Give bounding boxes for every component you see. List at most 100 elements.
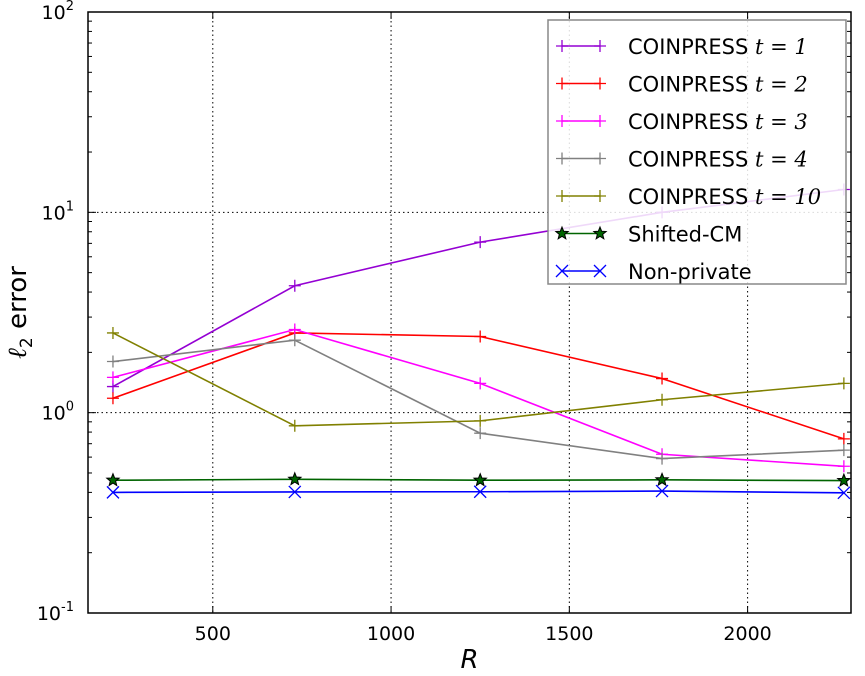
plus-marker <box>106 371 119 384</box>
plus-marker <box>594 40 606 52</box>
svg-text:ℓ2 error: ℓ2 error <box>3 266 37 359</box>
plus-marker <box>288 279 301 292</box>
star-marker <box>472 472 488 487</box>
legend-label: Non-private <box>628 260 752 284</box>
plus-marker <box>474 330 487 343</box>
legend-series-name: COINPRESS <box>628 110 748 134</box>
plus-marker <box>556 190 568 202</box>
plus-marker <box>594 77 606 90</box>
legend-label: COINPRESS t = 1 <box>628 35 808 59</box>
y-tick-exponent: 0 <box>66 400 74 415</box>
legend-label: COINPRESS t = 4 <box>628 148 808 172</box>
legend-series-name: COINPRESS <box>628 35 748 59</box>
plus-marker <box>474 377 487 390</box>
series-line <box>112 339 844 460</box>
y-tick-exponent: 1 <box>66 199 74 214</box>
series-6 <box>105 471 852 487</box>
legend-series-name: Shifted-CM <box>628 223 742 247</box>
plus-marker <box>656 452 669 465</box>
series-line <box>112 328 844 468</box>
plus-marker <box>656 372 669 385</box>
x-marker <box>593 264 607 278</box>
legend-item: COINPRESS t = 1 <box>556 35 808 59</box>
x-marker <box>655 484 669 498</box>
plus-marker <box>594 152 606 165</box>
plus-marker <box>288 419 301 432</box>
plus-marker <box>474 414 487 427</box>
legend-item: Shifted-CM <box>554 223 742 247</box>
plus-marker <box>837 460 850 473</box>
y-axis-symbol: ℓ <box>3 348 33 359</box>
series-4 <box>106 334 850 465</box>
legend-series-name: Non-private <box>628 260 752 284</box>
legend-series-param: t = 2 <box>748 73 807 97</box>
series-5 <box>106 326 850 432</box>
series-2 <box>106 326 850 445</box>
star-marker <box>554 225 570 240</box>
legend-series-name: COINPRESS <box>628 148 748 172</box>
plus-marker <box>656 393 669 406</box>
x-marker <box>555 264 569 278</box>
x-tick-label: 2000 <box>723 623 771 645</box>
x-tick-label: 1500 <box>545 623 593 645</box>
y-axis-title: ℓ2 error <box>3 266 37 359</box>
legend-item: COINPRESS t = 4 <box>556 148 808 172</box>
series-line <box>112 332 844 427</box>
star-marker <box>105 472 121 487</box>
y-axis-suffix: error <box>3 266 33 338</box>
x-marker <box>837 486 851 500</box>
plus-marker <box>288 334 301 347</box>
legend-series-param: t = 1 <box>748 35 807 59</box>
x-marker <box>288 485 302 499</box>
plus-marker <box>837 444 850 457</box>
plus-marker <box>556 115 568 127</box>
plus-marker <box>106 392 119 405</box>
plus-marker <box>106 355 119 368</box>
x-marker <box>473 485 487 499</box>
plus-marker <box>288 323 301 336</box>
legend-series-name: COINPRESS <box>628 185 748 209</box>
star-marker <box>836 472 852 487</box>
plus-marker <box>837 377 850 390</box>
y-tick-label: 101 <box>42 199 74 224</box>
y-tick-base: 10 <box>42 202 66 224</box>
y-axis-subscript: 2 <box>17 337 37 348</box>
legend-box <box>547 19 847 285</box>
plus-marker <box>106 326 119 339</box>
legend-item: COINPRESS t = 2 <box>556 73 808 97</box>
x-axis-title: R <box>460 645 478 675</box>
x-tick-label: 500 <box>195 623 231 645</box>
y-tick-base: 10 <box>42 403 66 425</box>
plus-marker <box>556 152 568 165</box>
legend-label: COINPRESS t = 3 <box>628 110 808 134</box>
legend-series-name: COINPRESS <box>628 73 748 97</box>
series-3 <box>106 323 850 473</box>
plus-marker <box>837 432 850 445</box>
y-tick-exponent: -1 <box>61 600 74 615</box>
y-tick-label: 102 <box>42 0 74 24</box>
plot-frame <box>87 11 852 614</box>
plus-marker <box>556 77 568 90</box>
y-tick-label: 100 <box>42 400 74 425</box>
series-7 <box>106 484 851 500</box>
y-tick-base: 10 <box>37 603 61 625</box>
legend-series-param: t = 4 <box>748 148 807 172</box>
series-group <box>105 183 852 500</box>
y-tick-base: 10 <box>42 2 66 24</box>
plus-marker <box>474 236 487 249</box>
plus-marker <box>594 190 606 202</box>
legend-item: COINPRESS t = 10 <box>556 185 821 209</box>
x-tick-label: 1000 <box>367 623 415 645</box>
legend-label: COINPRESS t = 2 <box>628 73 808 97</box>
x-marker <box>106 485 120 499</box>
legend-label: Shifted-CM <box>628 223 742 247</box>
star-marker <box>592 225 608 240</box>
star-marker <box>654 471 670 487</box>
legend-series-param: t = 10 <box>748 185 821 209</box>
series-line <box>112 490 844 494</box>
y-tick-exponent: 2 <box>66 0 74 14</box>
legend-item: Non-private <box>555 260 752 284</box>
